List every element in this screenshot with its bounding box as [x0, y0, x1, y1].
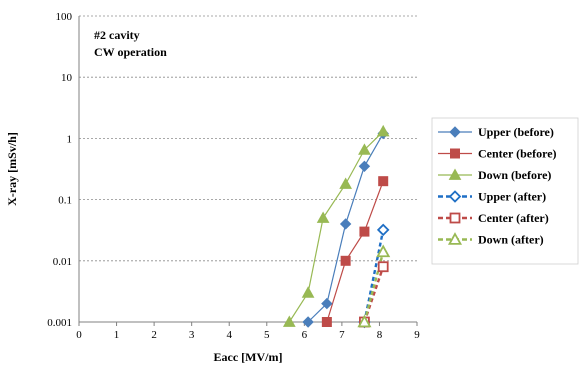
legend-label: Upper (before) [478, 125, 554, 139]
x-tick-label: 1 [114, 329, 120, 341]
legend-label: Down (after) [478, 233, 544, 247]
x-tick-label: 4 [226, 329, 232, 341]
y-tick-label: 1 [67, 133, 73, 145]
x-tick-label: 7 [339, 329, 345, 341]
y-tick-label: 0.01 [53, 256, 72, 268]
y-tick-label: 0.1 [58, 195, 72, 207]
annotation-line-2: CW operation [94, 45, 167, 59]
x-tick-label: 3 [189, 329, 195, 341]
data-point-square [377, 261, 389, 273]
annotation-line-1: #2 cavity [94, 28, 140, 42]
legend: Upper (before) Center (before) Down (befor… [431, 117, 579, 265]
chart-text: #2 cavity CW operation Eacc [MV/m] X-ray… [5, 28, 282, 364]
data-point-triangle [301, 286, 315, 298]
data-point-diamond [321, 297, 333, 310]
data-point-triangle [357, 314, 372, 328]
series-markers [282, 124, 391, 329]
legend-square-icon [450, 148, 460, 159]
x-tick-label: 6 [302, 329, 308, 341]
x-axis-title: Eacc [MV/m] [214, 350, 283, 364]
gridlines [79, 15, 417, 262]
legend-diamond-icon [449, 126, 461, 138]
legend-label: Down (before) [478, 168, 551, 182]
data-point-square [359, 226, 370, 237]
data-point-triangle [282, 315, 296, 327]
data-point-triangle [376, 244, 391, 258]
data-point-triangle [339, 177, 352, 189]
legend-square-icon [449, 212, 461, 224]
data-point-triangle [316, 211, 330, 223]
data-point-triangle [376, 124, 390, 137]
x-tick-label: 5 [264, 329, 270, 341]
legend-triangle-icon [447, 232, 463, 245]
legend-label: Center (after) [478, 211, 549, 225]
series-line-5 [363, 251, 385, 323]
legend-label: Center (before) [478, 147, 557, 161]
data-point-diamond [376, 223, 390, 237]
data-point-diamond [358, 160, 371, 173]
x-tick-label: 0 [76, 329, 82, 341]
data-point-square [340, 255, 351, 266]
series-line-1 [326, 180, 384, 323]
legend-diamond-icon [448, 190, 462, 203]
x-tick-label: 2 [151, 329, 157, 341]
data-point-diamond [302, 316, 314, 328]
y-tick-label: 10 [61, 72, 73, 84]
legend-label: Upper (after) [478, 190, 546, 204]
data-point-triangle [358, 143, 371, 155]
data-point-diamond [339, 218, 352, 230]
data-point-square [378, 176, 389, 187]
legend-triangle-icon [448, 168, 462, 180]
y-tick-label: 100 [56, 11, 73, 23]
x-tick-label: 9 [414, 329, 420, 341]
y-axis-title: X-ray [mSv/h] [5, 132, 19, 206]
data-point-square [321, 317, 332, 327]
x-tick-label: 8 [377, 329, 383, 341]
y-tick-label: 0.001 [47, 317, 72, 329]
